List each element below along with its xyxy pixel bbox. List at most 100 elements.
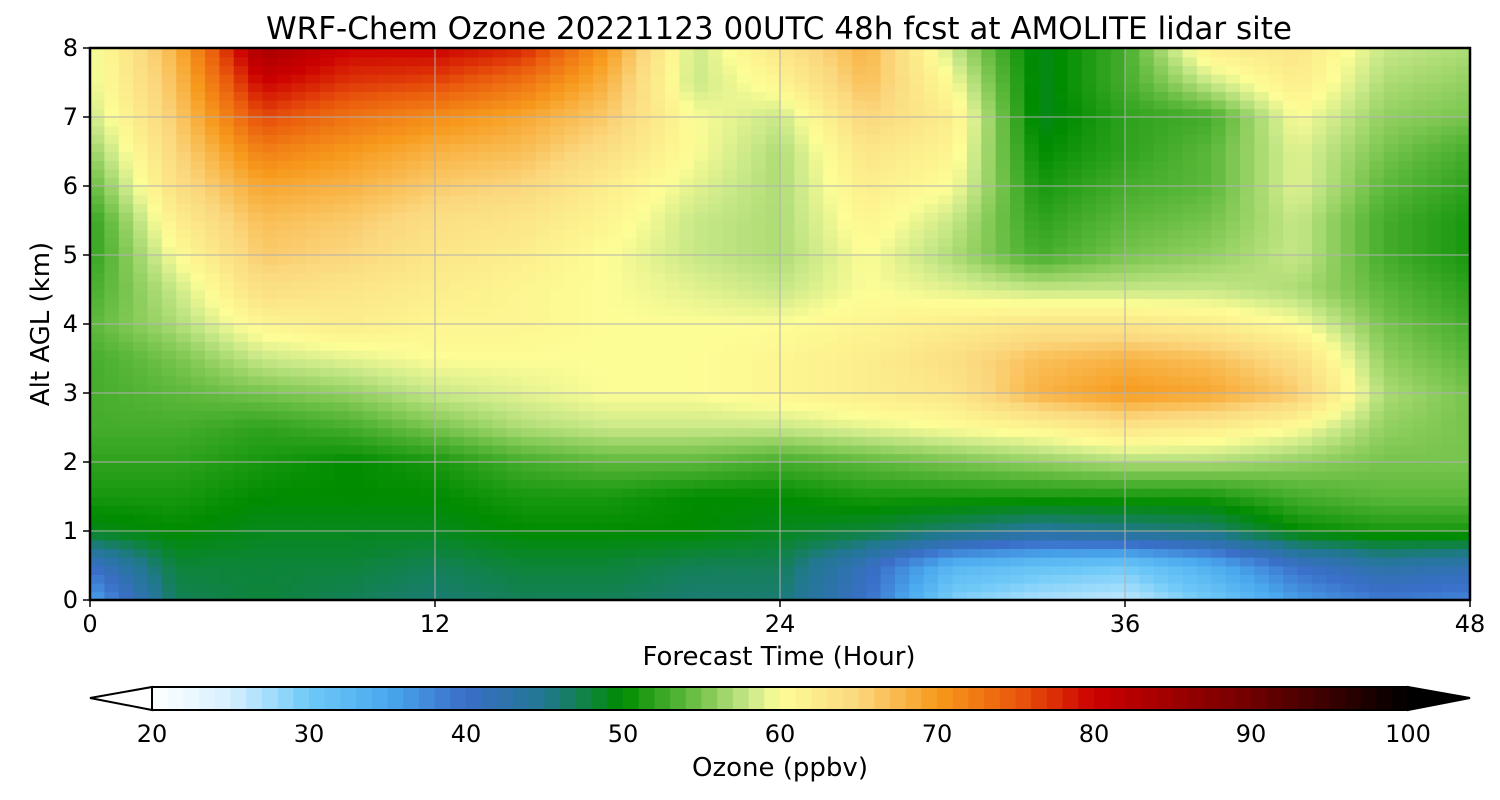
heatmap-cell	[909, 315, 925, 325]
heatmap-cell	[1067, 470, 1083, 481]
heatmap-cell	[564, 513, 580, 524]
heatmap-cell	[593, 255, 609, 265]
heatmap-cell	[1010, 401, 1026, 412]
heatmap-cell	[420, 384, 436, 394]
heatmap-cell	[406, 393, 422, 403]
heatmap-cell	[564, 280, 580, 291]
heatmap-cell	[1168, 186, 1184, 196]
heatmap-cell	[851, 168, 868, 179]
heatmap-cell	[1038, 591, 1054, 600]
heatmap-cell	[90, 306, 106, 317]
heatmap-cell	[866, 418, 882, 429]
heatmap-cell	[90, 384, 106, 394]
heatmap-cell	[449, 341, 465, 351]
heatmap-cell	[621, 341, 638, 351]
heatmap-cell	[751, 479, 767, 489]
heatmap-cell	[693, 384, 709, 394]
heatmap-cell	[305, 384, 321, 394]
heatmap-cell	[478, 574, 494, 584]
heatmap-cell	[521, 220, 537, 230]
heatmap-cell	[952, 211, 968, 222]
heatmap-cell	[780, 349, 796, 360]
heatmap-cell	[1283, 203, 1299, 213]
heatmap-cell	[1297, 384, 1313, 394]
heatmap-cell	[1240, 203, 1256, 213]
heatmap-cell	[966, 280, 983, 291]
heatmap-cell	[521, 358, 537, 368]
heatmap-cell	[1355, 367, 1371, 377]
heatmap-cell	[665, 160, 681, 170]
heatmap-cell	[363, 427, 379, 437]
heatmap-cell	[1441, 246, 1457, 256]
heatmap-cell	[104, 522, 120, 532]
heatmap-cell	[808, 186, 824, 196]
heatmap-cell	[1326, 522, 1342, 532]
heatmap-cell	[205, 298, 221, 308]
heatmap-cell	[176, 393, 192, 403]
heatmap-cell	[233, 384, 249, 394]
heatmap-cell	[621, 367, 638, 377]
heatmap-cell	[866, 410, 882, 420]
heatmap-cell	[133, 367, 149, 377]
heatmap-cell	[276, 211, 293, 222]
heatmap-cell	[1067, 315, 1083, 325]
heatmap-cell	[564, 479, 580, 489]
heatmap-cell	[1311, 496, 1328, 506]
heatmap-cell	[665, 341, 681, 351]
heatmap-cell	[478, 203, 494, 213]
heatmap-cell	[1426, 548, 1443, 558]
heatmap-cell	[1182, 436, 1198, 446]
heatmap-cell	[305, 410, 321, 420]
heatmap-cell	[305, 289, 321, 299]
heatmap-cell	[1196, 358, 1213, 368]
heatmap-cell	[478, 220, 494, 230]
heatmap-cell	[305, 375, 321, 386]
heatmap-cell	[765, 522, 781, 532]
heatmap-cell	[535, 194, 551, 205]
heatmap-cell	[535, 565, 551, 575]
heatmap-cell	[1455, 177, 1470, 187]
heatmap-cell	[794, 298, 810, 308]
heatmap-cell	[1153, 531, 1169, 541]
heatmap-cell	[449, 548, 465, 558]
heatmap-cell	[909, 220, 925, 230]
heatmap-cell	[621, 427, 638, 437]
heatmap-cell	[1168, 565, 1184, 575]
heatmap-cell	[420, 548, 436, 558]
heatmap-cell	[1168, 505, 1184, 515]
heatmap-cell	[1455, 229, 1470, 239]
heatmap-cell	[233, 427, 249, 437]
heatmap-cell	[90, 410, 106, 420]
heatmap-cell	[305, 539, 321, 550]
heatmap-cell	[1412, 513, 1428, 524]
heatmap-cell	[981, 410, 997, 420]
heatmap-cell	[176, 177, 192, 187]
heatmap-cell	[1081, 565, 1098, 575]
heatmap-cell	[621, 324, 638, 334]
heatmap-cell	[1240, 479, 1256, 489]
heatmap-cell	[866, 384, 882, 394]
heatmap-cell	[219, 513, 235, 524]
heatmap-cell	[291, 462, 307, 472]
heatmap-cell	[133, 531, 149, 541]
heatmap-cell	[923, 531, 939, 541]
heatmap-cell	[1211, 255, 1227, 265]
heatmap-cell	[391, 591, 408, 600]
heatmap-cell	[133, 462, 149, 472]
heatmap-cell	[492, 168, 508, 179]
heatmap-cell	[305, 341, 321, 351]
heatmap-cell	[1081, 177, 1098, 187]
heatmap-cell	[276, 324, 293, 334]
heatmap-cell	[147, 203, 163, 213]
heatmap-cell	[1010, 453, 1026, 463]
heatmap-cell	[276, 272, 293, 282]
heatmap-cell	[463, 531, 479, 541]
heatmap-cell	[1369, 186, 1385, 196]
heatmap-cell	[564, 237, 580, 248]
heatmap-cell	[1038, 341, 1054, 351]
heatmap-cell	[1211, 367, 1227, 377]
heatmap-cell	[650, 384, 666, 394]
heatmap-cell	[823, 367, 839, 377]
heatmap-cell	[823, 280, 839, 291]
heatmap-cell	[90, 427, 106, 437]
